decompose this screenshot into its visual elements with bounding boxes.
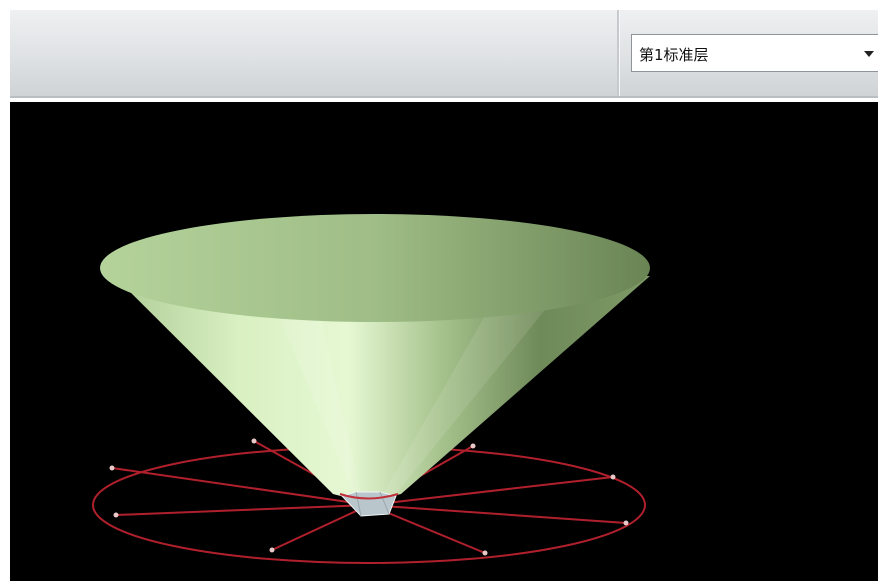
cone-facet bbox=[260, 270, 362, 498]
ring-node bbox=[623, 520, 629, 526]
toolbar-separator bbox=[617, 10, 620, 96]
spoke bbox=[115, 504, 370, 516]
cone-facet bbox=[382, 272, 575, 496]
ring-node bbox=[269, 547, 275, 553]
cone-top-opening bbox=[100, 214, 650, 322]
3d-viewport[interactable] bbox=[10, 102, 878, 581]
apex-cap bbox=[339, 491, 399, 517]
spoke bbox=[111, 467, 370, 506]
spoke bbox=[368, 504, 627, 524]
chevron-down-icon[interactable] bbox=[864, 51, 874, 57]
toolbar: 第1标准层 bbox=[10, 10, 878, 98]
ring-node bbox=[251, 438, 257, 444]
ring-node bbox=[482, 550, 488, 556]
ring-node bbox=[470, 443, 476, 449]
spoke bbox=[368, 476, 614, 506]
ring-nodes bbox=[109, 438, 629, 556]
layer-select[interactable]: 第1标准层 bbox=[631, 34, 878, 72]
ring-node bbox=[109, 465, 115, 471]
scene-canvas bbox=[92, 214, 650, 564]
layer-select-value: 第1标准层 bbox=[639, 46, 709, 64]
cone-body bbox=[101, 263, 650, 499]
ring-node bbox=[610, 474, 616, 480]
spoke bbox=[271, 504, 370, 551]
ring-node bbox=[113, 512, 119, 518]
